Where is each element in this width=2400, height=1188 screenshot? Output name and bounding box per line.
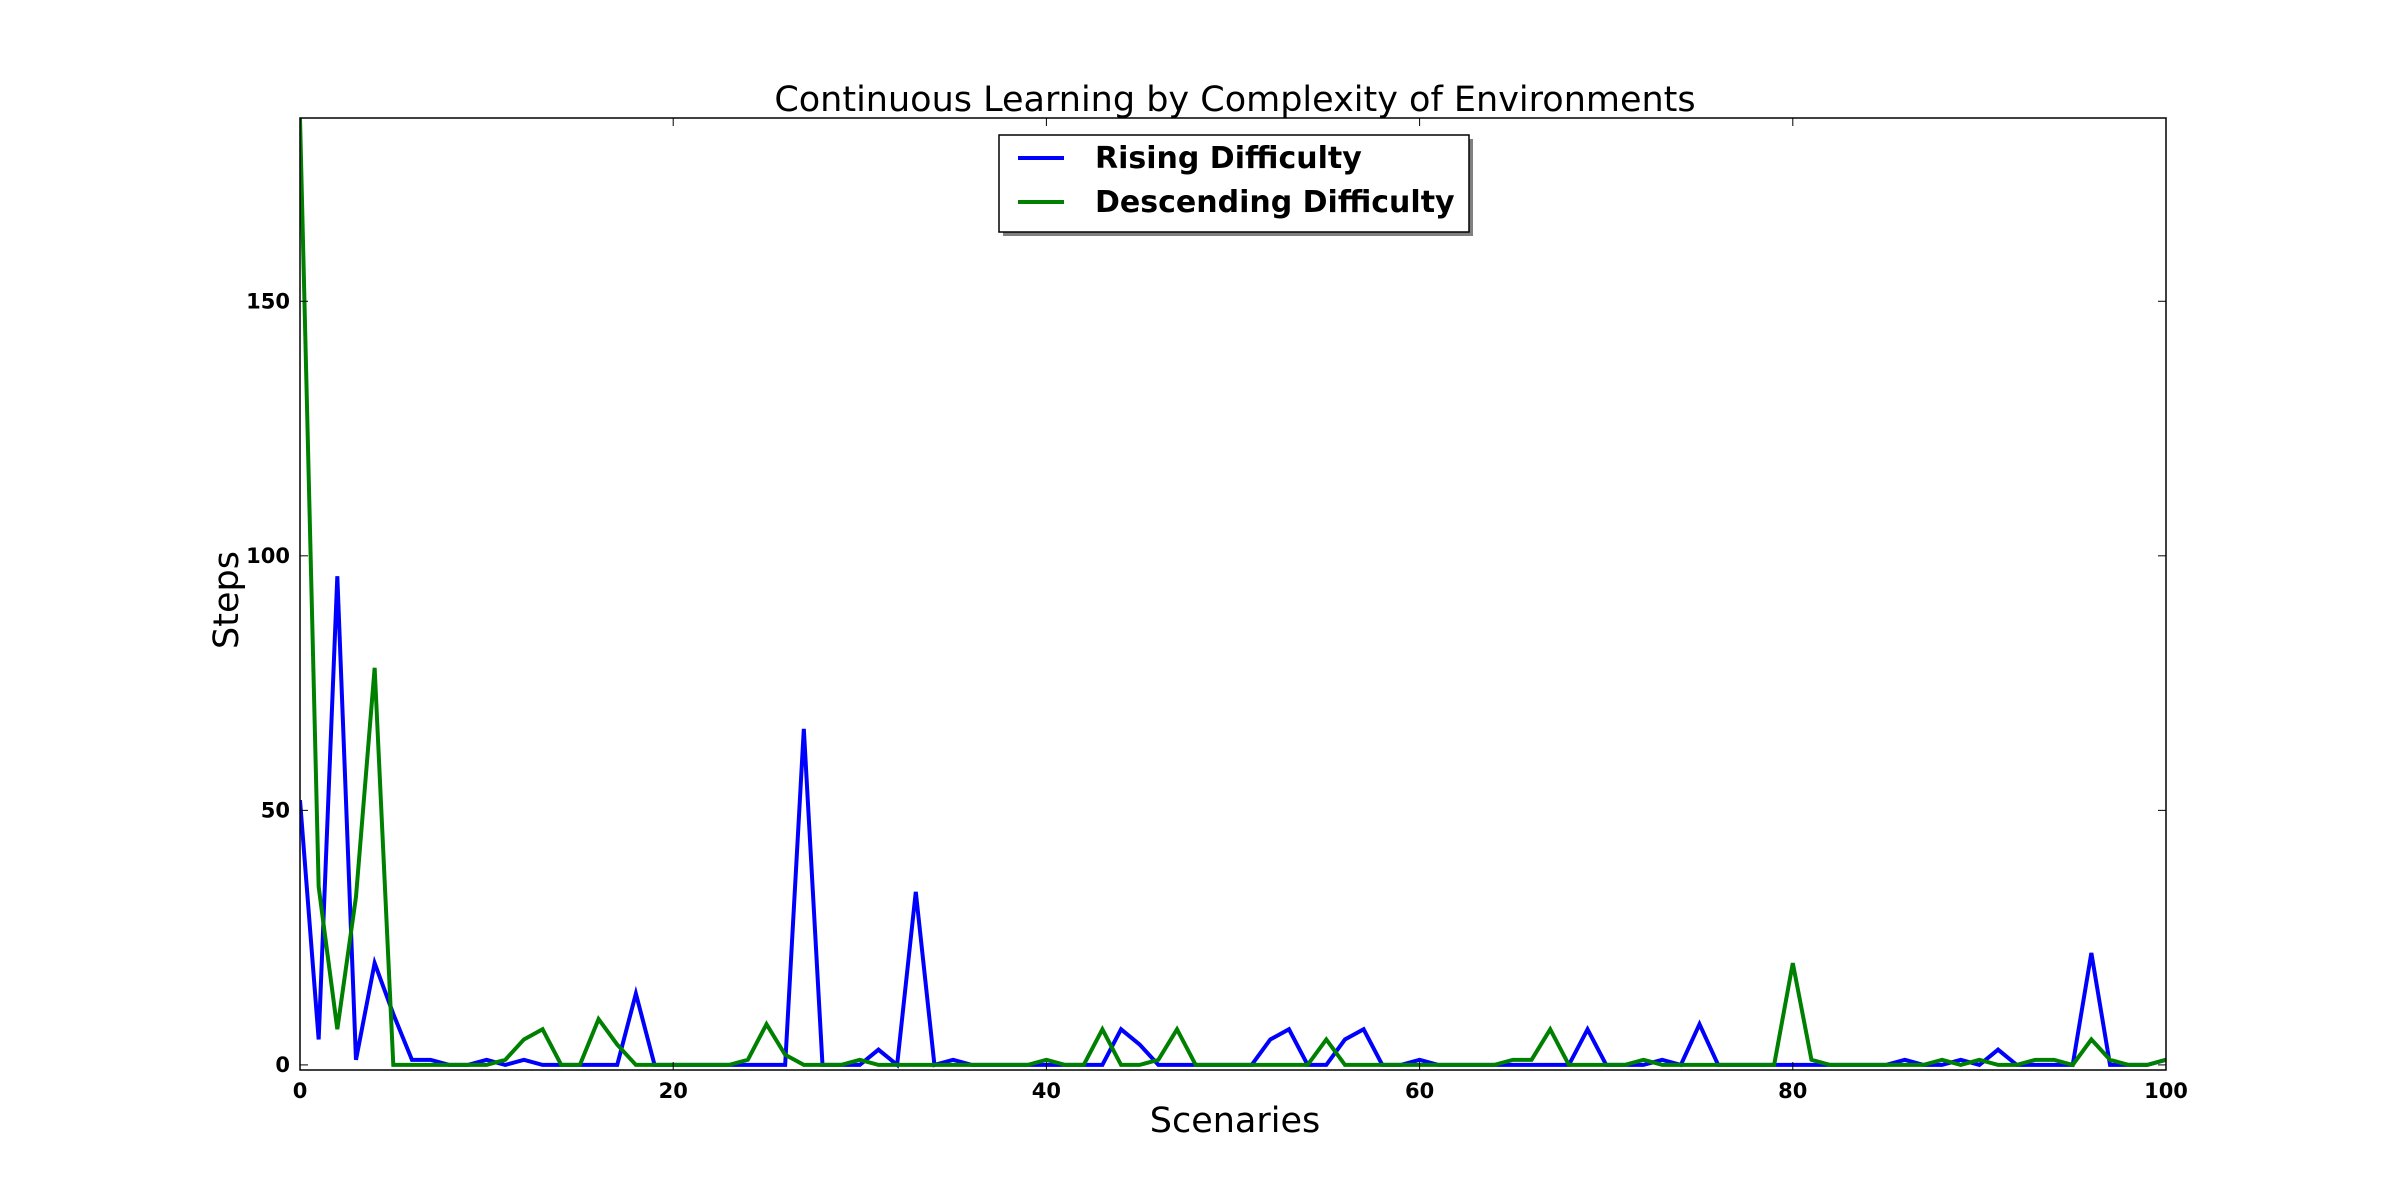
x-axis-label: Scenaries	[1150, 1101, 1321, 1141]
x-tick-label: 0	[293, 1079, 308, 1103]
series-layer	[300, 118, 2166, 1069]
plot-frame	[299, 117, 2167, 1071]
x-tick-label: 20	[659, 1079, 688, 1103]
x-tick-label: 100	[2144, 1079, 2188, 1103]
series-line-descending-difficulty	[300, 118, 2166, 1068]
y-axis-ticks: 0 50 100 150	[246, 289, 2166, 1077]
x-tick-label: 80	[1778, 1079, 1807, 1103]
y-tick-label: 150	[246, 289, 290, 313]
y-tick-label: 50	[261, 798, 290, 822]
legend-label-rising-difficulty: Rising Difficulty	[1095, 141, 1362, 176]
legend-label-descending-difficulty: Descending Difficulty	[1095, 185, 1455, 220]
y-tick-label: 100	[246, 544, 290, 568]
y-tick-label: 0	[275, 1053, 290, 1077]
legend: Rising Difficulty Descending Difficulty	[998, 134, 1473, 236]
chart-title: Continuous Learning by Complexity of Env…	[774, 80, 1695, 120]
x-tick-label: 40	[1032, 1079, 1061, 1103]
x-tick-label: 60	[1405, 1079, 1434, 1103]
y-axis-label: Steps	[207, 551, 247, 649]
x-axis-ticks: 0 20 40 60 80 100	[293, 118, 2188, 1103]
legend-box	[998, 134, 1470, 233]
series-line-rising-difficulty	[300, 576, 2166, 1069]
